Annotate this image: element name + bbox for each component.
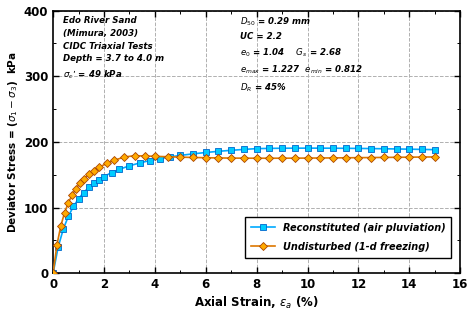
- Undisturbed (1-d freezing): [104, 162, 109, 165]
- Undisturbed (1-d freezing): [266, 156, 272, 160]
- Undisturbed (1-d freezing): [330, 156, 336, 160]
- Undisturbed (1-d freezing): [165, 155, 171, 158]
- Undisturbed (1-d freezing): [152, 154, 158, 158]
- Reconstituted (air pluviation): [109, 171, 114, 174]
- Undisturbed (1-d freezing): [216, 156, 221, 160]
- Reconstituted (air pluviation): [266, 146, 272, 150]
- Undisturbed (1-d freezing): [432, 155, 438, 159]
- Undisturbed (1-d freezing): [407, 155, 412, 159]
- Reconstituted (air pluviation): [419, 147, 425, 151]
- Undisturbed (1-d freezing): [81, 177, 86, 181]
- Reconstituted (air pluviation): [190, 152, 196, 156]
- Undisturbed (1-d freezing): [305, 156, 310, 160]
- Reconstituted (air pluviation): [279, 146, 285, 150]
- Reconstituted (air pluviation): [292, 146, 298, 150]
- Undisturbed (1-d freezing): [190, 156, 196, 159]
- Reconstituted (air pluviation): [241, 147, 247, 151]
- Reconstituted (air pluviation): [117, 167, 122, 171]
- Undisturbed (1-d freezing): [368, 156, 374, 159]
- Reconstituted (air pluviation): [60, 227, 66, 231]
- Undisturbed (1-d freezing): [318, 156, 323, 160]
- Undisturbed (1-d freezing): [292, 156, 298, 160]
- Undisturbed (1-d freezing): [121, 155, 127, 159]
- Reconstituted (air pluviation): [147, 159, 153, 163]
- Undisturbed (1-d freezing): [228, 156, 234, 160]
- Undisturbed (1-d freezing): [132, 154, 137, 158]
- Undisturbed (1-d freezing): [177, 155, 183, 159]
- Reconstituted (air pluviation): [86, 185, 91, 189]
- Undisturbed (1-d freezing): [86, 172, 91, 176]
- Undisturbed (1-d freezing): [279, 156, 285, 160]
- Line: Reconstituted (air pluviation): Reconstituted (air pluviation): [50, 146, 438, 276]
- Reconstituted (air pluviation): [101, 175, 107, 178]
- Reconstituted (air pluviation): [55, 245, 61, 249]
- Reconstituted (air pluviation): [127, 164, 132, 168]
- Reconstituted (air pluviation): [432, 148, 438, 152]
- Undisturbed (1-d freezing): [419, 155, 425, 159]
- X-axis label: Axial Strain, $\varepsilon_a$ (%): Axial Strain, $\varepsilon_a$ (%): [194, 295, 319, 311]
- Reconstituted (air pluviation): [254, 147, 259, 151]
- Undisturbed (1-d freezing): [50, 271, 56, 275]
- Reconstituted (air pluviation): [71, 204, 76, 208]
- Undisturbed (1-d freezing): [96, 165, 102, 169]
- Reconstituted (air pluviation): [228, 148, 234, 152]
- Reconstituted (air pluviation): [167, 155, 173, 159]
- Reconstituted (air pluviation): [50, 271, 56, 275]
- Reconstituted (air pluviation): [394, 147, 400, 151]
- Line: Undisturbed (1-d freezing): Undisturbed (1-d freezing): [50, 153, 438, 276]
- Reconstituted (air pluviation): [330, 146, 336, 150]
- Reconstituted (air pluviation): [381, 147, 387, 151]
- Undisturbed (1-d freezing): [356, 156, 361, 159]
- Reconstituted (air pluviation): [81, 191, 86, 194]
- Reconstituted (air pluviation): [65, 214, 71, 218]
- Reconstituted (air pluviation): [91, 181, 97, 185]
- Undisturbed (1-d freezing): [381, 156, 387, 159]
- Undisturbed (1-d freezing): [203, 156, 209, 160]
- Reconstituted (air pluviation): [76, 197, 82, 201]
- Reconstituted (air pluviation): [216, 149, 221, 153]
- Reconstituted (air pluviation): [343, 146, 348, 150]
- Undisturbed (1-d freezing): [241, 156, 247, 160]
- Reconstituted (air pluviation): [318, 146, 323, 150]
- Undisturbed (1-d freezing): [111, 158, 117, 162]
- Reconstituted (air pluviation): [137, 161, 143, 165]
- Reconstituted (air pluviation): [177, 153, 183, 157]
- Reconstituted (air pluviation): [305, 146, 310, 150]
- Undisturbed (1-d freezing): [394, 155, 400, 159]
- Undisturbed (1-d freezing): [58, 224, 64, 228]
- Reconstituted (air pluviation): [157, 157, 163, 160]
- Undisturbed (1-d freezing): [73, 187, 79, 191]
- Y-axis label: Deviator Stress = ($\sigma_1 - \sigma_3$)  kPa: Deviator Stress = ($\sigma_1 - \sigma_3$…: [6, 51, 19, 233]
- Text: Edo River Sand
(Mimura, 2003)
CIDC Triaxial Tests
Depth = 3.7 to 4.0 m
$\sigma_c: Edo River Sand (Mimura, 2003) CIDC Triax…: [63, 16, 164, 81]
- Undisturbed (1-d freezing): [91, 169, 97, 172]
- Legend: Reconstituted (air pluviation), Undisturbed (1-d freezing): Reconstituted (air pluviation), Undistur…: [245, 217, 451, 258]
- Undisturbed (1-d freezing): [142, 154, 147, 158]
- Reconstituted (air pluviation): [203, 151, 209, 154]
- Undisturbed (1-d freezing): [69, 193, 75, 197]
- Undisturbed (1-d freezing): [77, 182, 82, 185]
- Reconstituted (air pluviation): [356, 146, 361, 150]
- Reconstituted (air pluviation): [407, 147, 412, 151]
- Undisturbed (1-d freezing): [65, 201, 71, 204]
- Undisturbed (1-d freezing): [254, 156, 259, 160]
- Reconstituted (air pluviation): [96, 178, 102, 182]
- Reconstituted (air pluviation): [368, 147, 374, 151]
- Undisturbed (1-d freezing): [54, 243, 60, 247]
- Undisturbed (1-d freezing): [62, 211, 67, 215]
- Undisturbed (1-d freezing): [343, 156, 348, 160]
- Text: $D_{50}$ = 0.29 mm
UC = 2.2
$e_0$ = 1.04    $G_s$ = 2.68
$e_{max}$ = 1.227  $e_{: $D_{50}$ = 0.29 mm UC = 2.2 $e_0$ = 1.04…: [240, 16, 364, 94]
